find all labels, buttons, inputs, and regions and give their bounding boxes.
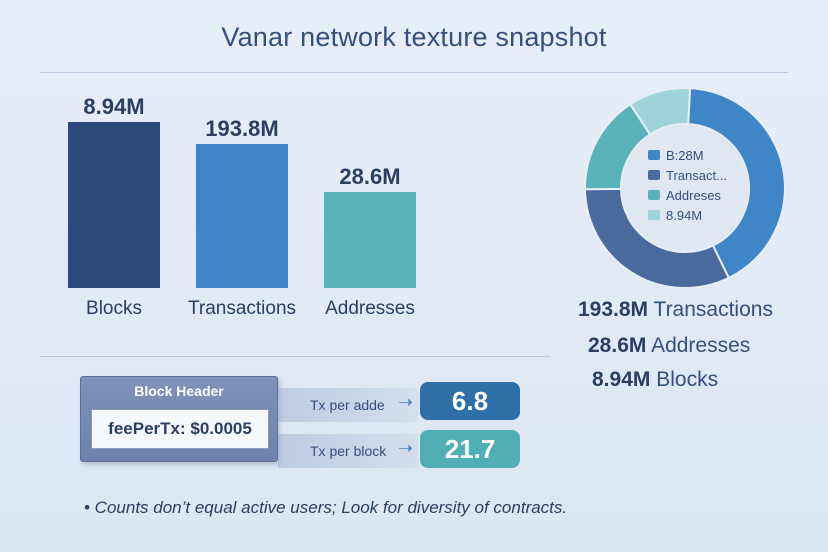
summary-label: Blocks — [656, 368, 719, 391]
block-header-title: Block Header — [134, 383, 224, 399]
bar-transactions — [196, 144, 288, 288]
bar-blocks — [68, 122, 160, 288]
ratio-arrow-tx-per-address: Tx per adde — [278, 388, 418, 422]
legend-swatch — [648, 150, 660, 160]
donut-slice — [687, 87, 786, 280]
legend-swatch — [648, 190, 660, 200]
bar-category-label: Transactions — [188, 298, 296, 319]
bar-value-label: 193.8M — [205, 116, 278, 141]
donut-slice — [628, 87, 692, 136]
summary-value: 8.94M — [592, 368, 651, 391]
ratio-value-tx-per-block: 21.7 — [420, 430, 520, 468]
summary-transactions: 193.8M Transactions — [578, 298, 773, 322]
bar-category-label: Addresses — [325, 298, 415, 319]
summary-label: Transactions — [653, 298, 773, 321]
ratio-label: Tx per block — [310, 443, 387, 459]
arrow-right-icon: ➝ — [398, 438, 414, 458]
bar-value-label: 8.94M — [83, 94, 144, 119]
ratio-value-tx-per-address: 6.8 — [420, 382, 520, 420]
summary-value: 28.6M — [588, 334, 647, 357]
legend-label: Transact... — [666, 168, 727, 183]
legend-swatch — [648, 170, 660, 180]
top-divider — [40, 72, 788, 73]
legend-label: 8.94M — [666, 208, 702, 223]
ratio-label: Tx per adde — [310, 397, 385, 413]
arrow-right-icon: ➝ — [398, 392, 414, 412]
donut-slice — [583, 187, 731, 289]
middle-divider — [40, 356, 550, 357]
legend-swatch — [648, 210, 660, 220]
summary-blocks: 8.94M Blocks — [592, 368, 718, 392]
summary-addresses: 28.6M Addresses — [588, 334, 750, 358]
summary-value: 193.8M — [578, 298, 649, 321]
donut-chart: B:28M Transact... Addreses 8.94M — [583, 87, 786, 289]
block-header-card: Block Header feePerTx: $0.0005 — [80, 376, 278, 462]
ratio-arrow-tx-per-block: Tx per block — [278, 434, 418, 468]
fee-per-tx-field: feePerTx: $0.0005 — [91, 409, 269, 449]
page-title: Vanar network texture snapshot — [221, 22, 607, 52]
footnote: • Counts don’t equal active users; Look … — [84, 498, 568, 517]
bar-chart: 8.94M Blocks 193.8M Transactions 28.6M Addres… — [68, 94, 416, 319]
legend-label: B:28M — [666, 148, 704, 163]
legend-label: Addreses — [666, 188, 721, 203]
summary-label: Addresses — [651, 334, 751, 357]
bar-category-label: Blocks — [86, 298, 142, 319]
bar-addresses — [324, 192, 416, 288]
bar-value-label: 28.6M — [339, 164, 400, 189]
